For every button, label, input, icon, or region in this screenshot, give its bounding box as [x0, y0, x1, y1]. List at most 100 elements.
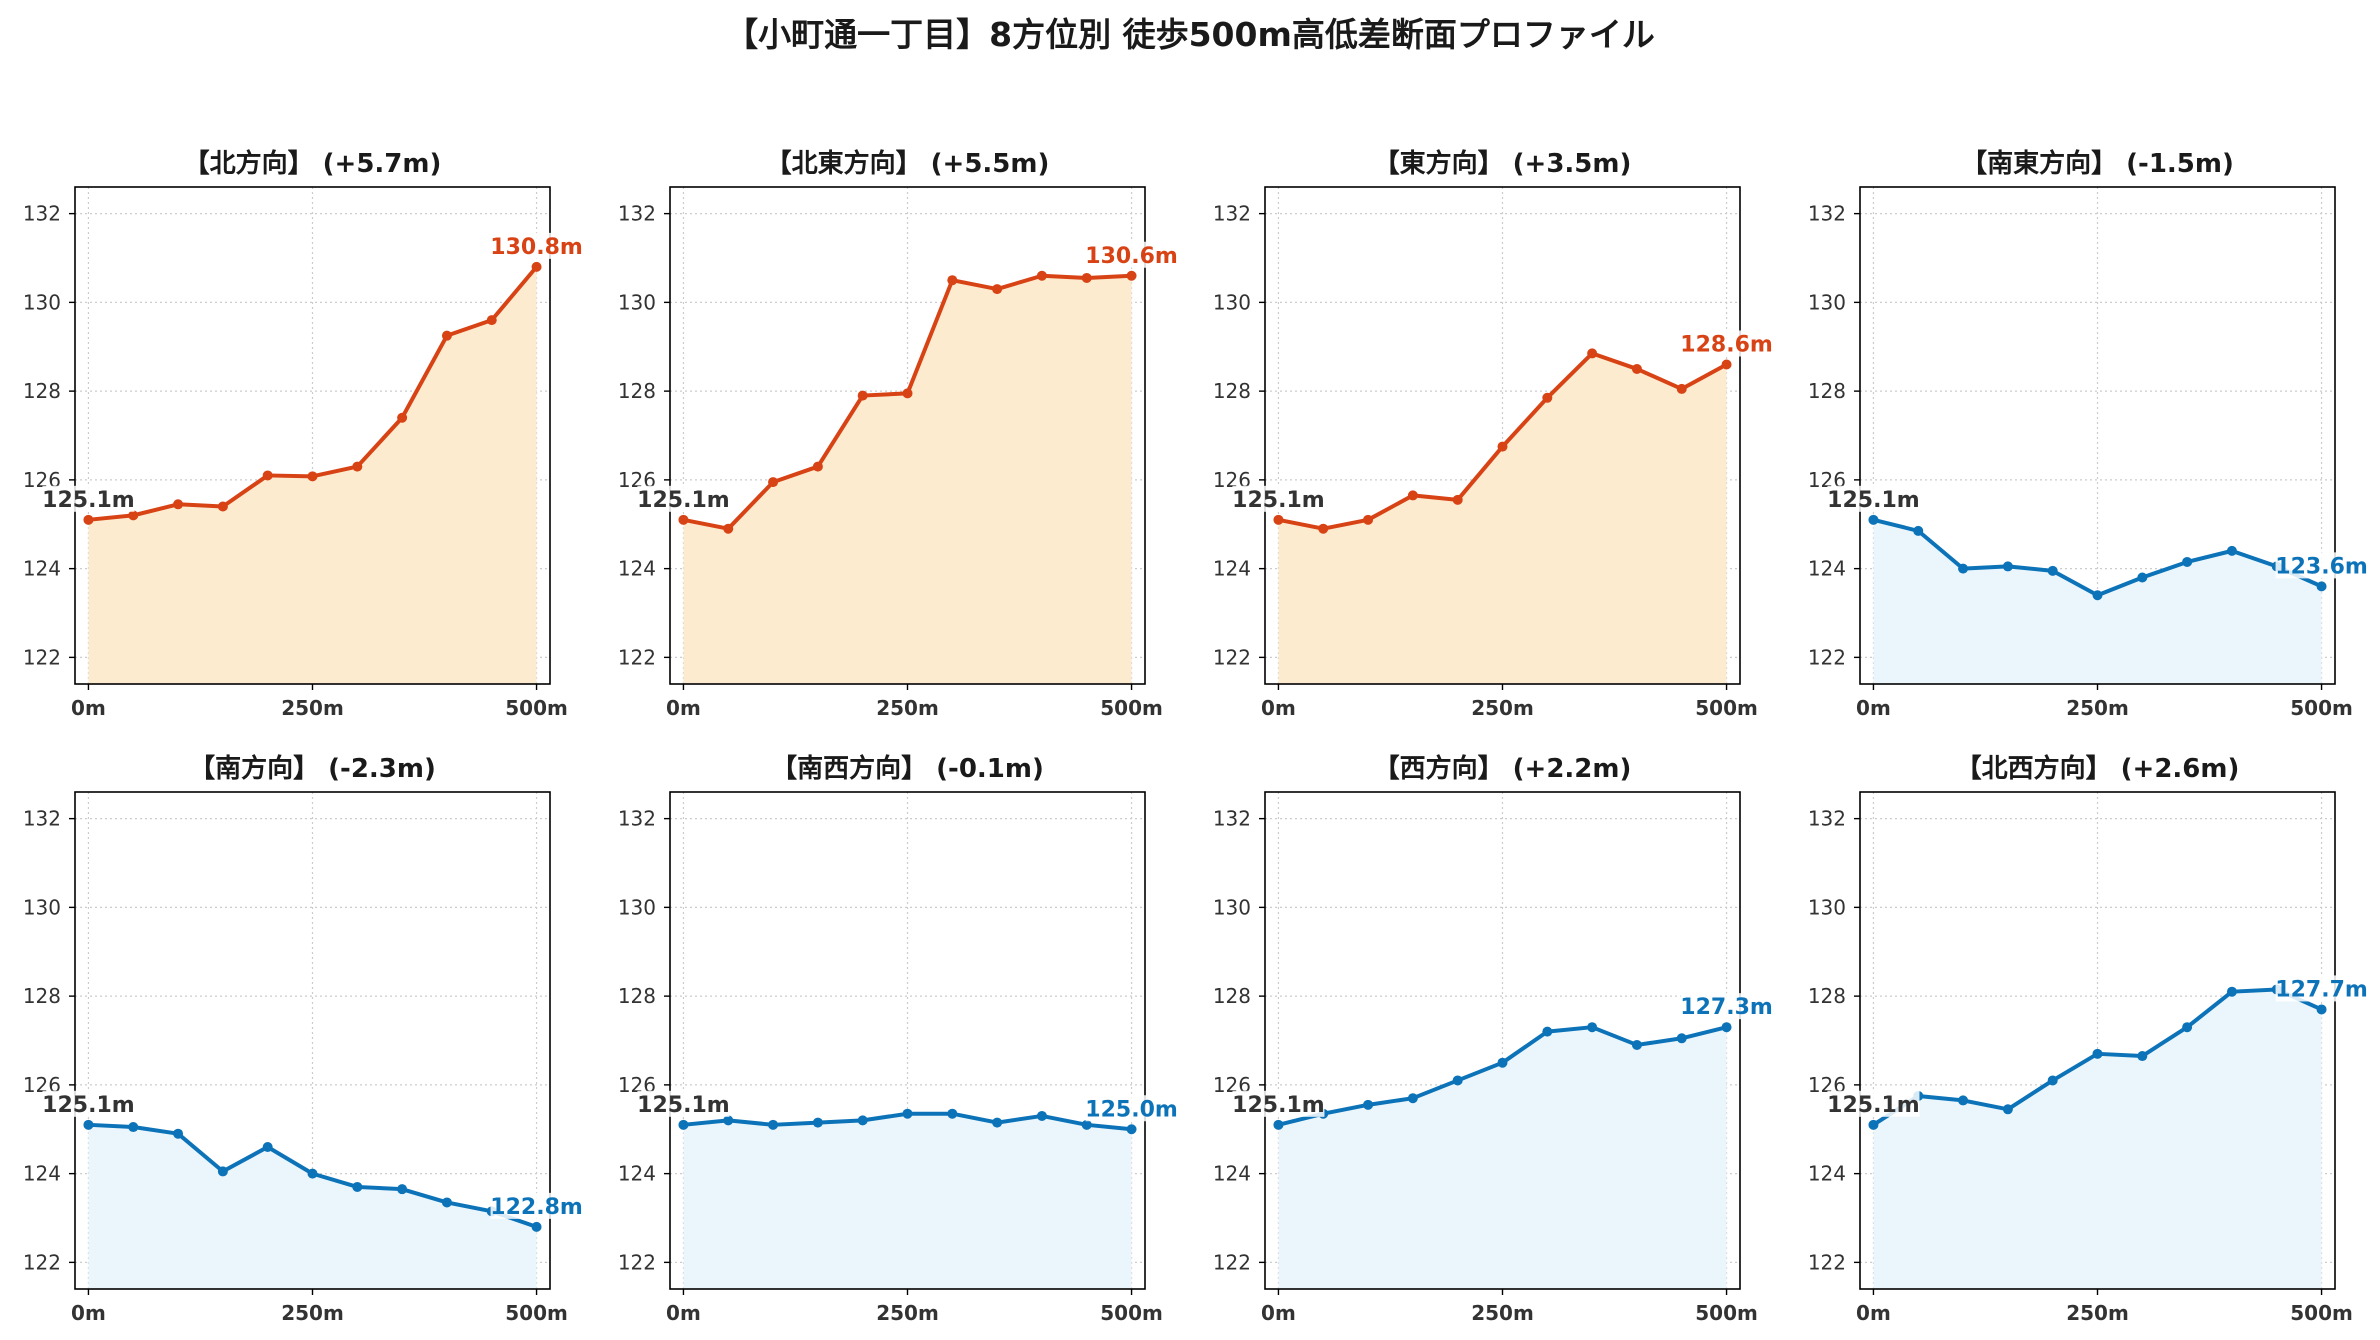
x-tick-label: 0m [666, 696, 701, 720]
x-tick-label: 250m [2066, 696, 2129, 720]
data-point [352, 461, 363, 472]
data-point [397, 1184, 408, 1195]
data-point [2182, 556, 2193, 567]
end-elevation-label: 122.8m [490, 1195, 583, 1220]
data-point [902, 1108, 913, 1119]
data-point [2092, 590, 2103, 601]
y-tick-label: 130 [23, 290, 61, 314]
y-tick-label: 122 [1213, 645, 1251, 669]
data-point [1913, 525, 1924, 536]
data-point [1958, 563, 1969, 574]
y-tick-label: 128 [1808, 379, 1846, 403]
data-point [947, 1108, 958, 1119]
data-point [352, 1181, 363, 1192]
data-point [1273, 1119, 1284, 1130]
end-label-bg [490, 1192, 583, 1219]
start-label-bg [1827, 1090, 1920, 1117]
data-point [217, 1166, 228, 1177]
data-point [1363, 1099, 1374, 1110]
data-point [2316, 581, 2327, 592]
start-elevation-label: 125.1m [637, 1093, 730, 1118]
end-label-bg [2275, 975, 2368, 1002]
data-point [262, 1142, 273, 1152]
start-elevation-label: 125.1m [1827, 1093, 1920, 1118]
data-point [1126, 1124, 1137, 1135]
y-tick-label: 130 [23, 895, 61, 919]
x-tick-label: 500m [505, 696, 568, 720]
chart-title: 【南西方向】 (-0.1m) [771, 753, 1044, 784]
data-point [1407, 1093, 1418, 1104]
data-point [723, 1115, 734, 1126]
y-tick-label: 124 [1213, 1162, 1251, 1186]
y-tick-label: 124 [1808, 557, 1846, 581]
y-tick-label: 132 [618, 807, 656, 831]
data-point [173, 499, 184, 510]
data-point [1497, 1057, 1508, 1068]
end-elevation-label: 127.3m [1680, 995, 1773, 1020]
data-point [397, 412, 408, 423]
data-point [531, 1221, 542, 1232]
data-point [1363, 514, 1374, 525]
data-point [2002, 561, 2013, 572]
data-point [2137, 1051, 2148, 1062]
area-fill [683, 1113, 1132, 1289]
data-point [1868, 1119, 1879, 1130]
y-tick-label: 132 [1213, 807, 1251, 831]
area-fill [1873, 519, 2322, 684]
end-label-bg [1680, 330, 1773, 357]
data-point [486, 315, 497, 326]
data-point [128, 510, 139, 521]
data-point [83, 1119, 94, 1130]
data-point [1036, 1110, 1047, 1121]
x-tick-label: 500m [505, 1301, 568, 1325]
data-point [2316, 1004, 2327, 1015]
data-point [128, 1122, 139, 1133]
data-point [2092, 1048, 2103, 1059]
data-point [1868, 514, 1879, 525]
start-label-bg [637, 485, 730, 512]
start-label-bg [637, 1090, 730, 1117]
end-elevation-label: 125.0m [1085, 1097, 1178, 1122]
start-label-bg [42, 1090, 135, 1117]
x-tick-label: 250m [876, 696, 939, 720]
y-tick-label: 122 [1213, 1250, 1251, 1274]
end-label-bg [490, 232, 583, 259]
y-tick-label: 128 [23, 379, 61, 403]
data-point [2047, 565, 2058, 576]
data-point [2182, 1022, 2193, 1033]
data-point [1081, 272, 1092, 283]
data-point [2226, 545, 2237, 556]
data-point [1036, 270, 1047, 281]
end-elevation-label: 128.6m [1680, 333, 1773, 358]
data-point [262, 470, 273, 481]
y-tick-label: 132 [1808, 807, 1846, 831]
data-point [83, 514, 94, 525]
y-tick-label: 132 [618, 202, 656, 226]
y-tick-label: 128 [23, 984, 61, 1008]
end-elevation-label: 127.7m [2275, 977, 2368, 1002]
y-tick-label: 128 [1808, 984, 1846, 1008]
y-tick-label: 128 [1213, 379, 1251, 403]
data-point [1273, 514, 1284, 525]
data-point [768, 477, 779, 488]
data-point [1631, 363, 1642, 374]
data-point [307, 1168, 318, 1179]
data-point [1958, 1095, 1969, 1106]
end-label-bg [2275, 552, 2368, 579]
chart-title: 【南方向】 (-2.3m) [189, 753, 436, 784]
data-point [812, 461, 823, 472]
y-tick-label: 130 [1808, 290, 1846, 314]
chart-title: 【西方向】 (+2.2m) [1374, 753, 1632, 784]
y-tick-label: 122 [618, 1250, 656, 1274]
x-tick-label: 250m [876, 1301, 939, 1325]
x-tick-label: 0m [1261, 696, 1296, 720]
end-label-bg [1085, 1095, 1178, 1122]
data-point [2002, 1104, 2013, 1115]
y-tick-label: 130 [1213, 290, 1251, 314]
data-point [173, 1128, 184, 1139]
x-tick-label: 500m [2290, 696, 2353, 720]
data-point [857, 390, 868, 401]
